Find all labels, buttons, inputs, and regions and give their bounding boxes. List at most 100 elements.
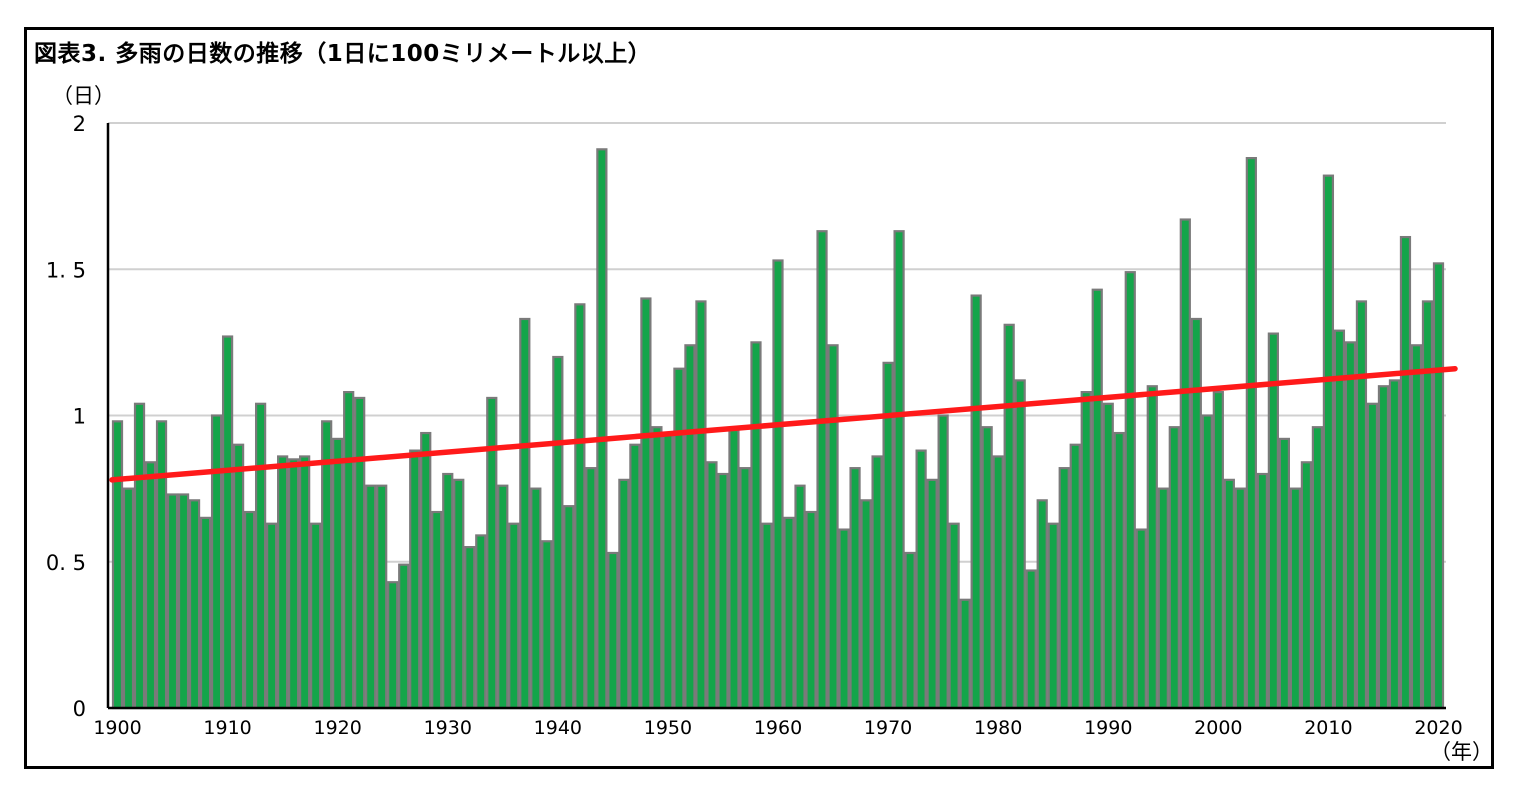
bar <box>376 484 388 710</box>
bar <box>365 484 377 710</box>
chart-title: 図表3. 多雨の日数の推移（1日に100ミリメートル以上） <box>34 41 652 67</box>
x-tick-label: 1980 <box>974 717 1022 739</box>
bar <box>706 461 718 710</box>
bar <box>332 437 344 710</box>
bar <box>1388 379 1401 710</box>
bar <box>717 472 729 710</box>
bar <box>981 426 993 710</box>
bar <box>926 478 938 710</box>
bar <box>1102 402 1114 710</box>
bar <box>299 455 311 710</box>
bar <box>827 344 839 710</box>
bar <box>1212 391 1224 710</box>
bar <box>552 355 564 710</box>
bar <box>111 420 124 710</box>
bar <box>1289 487 1302 710</box>
bar <box>816 230 828 710</box>
bar <box>618 478 630 710</box>
bar <box>871 455 883 710</box>
bar <box>486 396 498 710</box>
bar <box>166 493 179 710</box>
bar <box>695 300 707 710</box>
bar <box>1300 461 1313 710</box>
bar <box>442 472 454 710</box>
bar <box>1421 300 1434 710</box>
bar <box>1410 344 1423 710</box>
bar <box>1201 414 1213 710</box>
bar <box>1036 499 1048 710</box>
x-tick-label: 1920 <box>313 717 361 739</box>
bar <box>673 367 685 710</box>
bar <box>1223 478 1235 710</box>
bar <box>1245 157 1257 710</box>
bar <box>221 335 234 710</box>
trend-line-group <box>109 365 1458 483</box>
bar <box>1080 391 1092 710</box>
bar <box>1146 385 1158 710</box>
x-tick-label: 1900 <box>93 717 141 739</box>
x-tick-label: 1950 <box>644 717 692 739</box>
bar <box>838 528 850 710</box>
y-tick-label: 1. 5 <box>46 258 86 282</box>
bar <box>177 493 190 710</box>
trend-line <box>109 365 1458 483</box>
y-tick-label: 1 <box>73 405 86 429</box>
bar <box>1168 426 1180 710</box>
bar <box>959 598 971 710</box>
bar <box>1366 402 1379 710</box>
bar <box>1432 262 1445 710</box>
bar <box>750 341 762 710</box>
bar <box>188 499 201 710</box>
x-tick-label: 1960 <box>754 717 802 739</box>
bar <box>464 546 476 710</box>
bar <box>288 458 300 710</box>
bar <box>475 534 487 710</box>
bar <box>1278 437 1290 710</box>
bar <box>266 522 278 710</box>
x-tick-label: 2010 <box>1304 717 1352 739</box>
bar <box>133 402 146 710</box>
bar <box>574 303 586 710</box>
bars-group <box>111 148 1445 710</box>
bar <box>1091 288 1103 710</box>
bar <box>1256 472 1268 710</box>
bar <box>893 230 905 710</box>
bar <box>1058 467 1070 710</box>
bar <box>387 581 399 710</box>
bar <box>1014 379 1026 710</box>
bar <box>277 455 289 710</box>
bar <box>1399 235 1412 710</box>
bar <box>519 317 531 710</box>
bar <box>761 522 773 710</box>
bar <box>420 431 432 710</box>
x-axis-unit: （年） <box>1430 740 1493 764</box>
bar <box>1003 323 1015 710</box>
bar <box>155 420 168 710</box>
x-tick-label: 1930 <box>424 717 472 739</box>
bar <box>1124 271 1136 710</box>
x-tick-label: 1940 <box>534 717 582 739</box>
bar <box>739 467 751 710</box>
x-tick-label: 1970 <box>864 717 912 739</box>
bar <box>1069 443 1081 710</box>
y-tick-label: 0. 5 <box>46 551 86 575</box>
bar <box>948 522 960 710</box>
bar <box>860 499 872 710</box>
bar <box>431 510 443 710</box>
bar <box>585 467 597 710</box>
bar <box>563 505 575 710</box>
bar <box>254 402 267 710</box>
x-tick-labels: 1900 1910 1920 1930 1940 1950 1960 1970 1980 1990… <box>93 717 1462 739</box>
bar <box>1333 329 1346 710</box>
bar <box>662 431 674 710</box>
bar <box>122 487 135 710</box>
bar <box>849 467 861 710</box>
bar <box>343 391 355 710</box>
bar <box>144 461 157 710</box>
bar <box>409 449 421 710</box>
y-tick-label: 0 <box>73 697 86 721</box>
y-tick-label: 2 <box>73 112 86 136</box>
bar <box>508 522 520 710</box>
bar <box>199 516 212 710</box>
